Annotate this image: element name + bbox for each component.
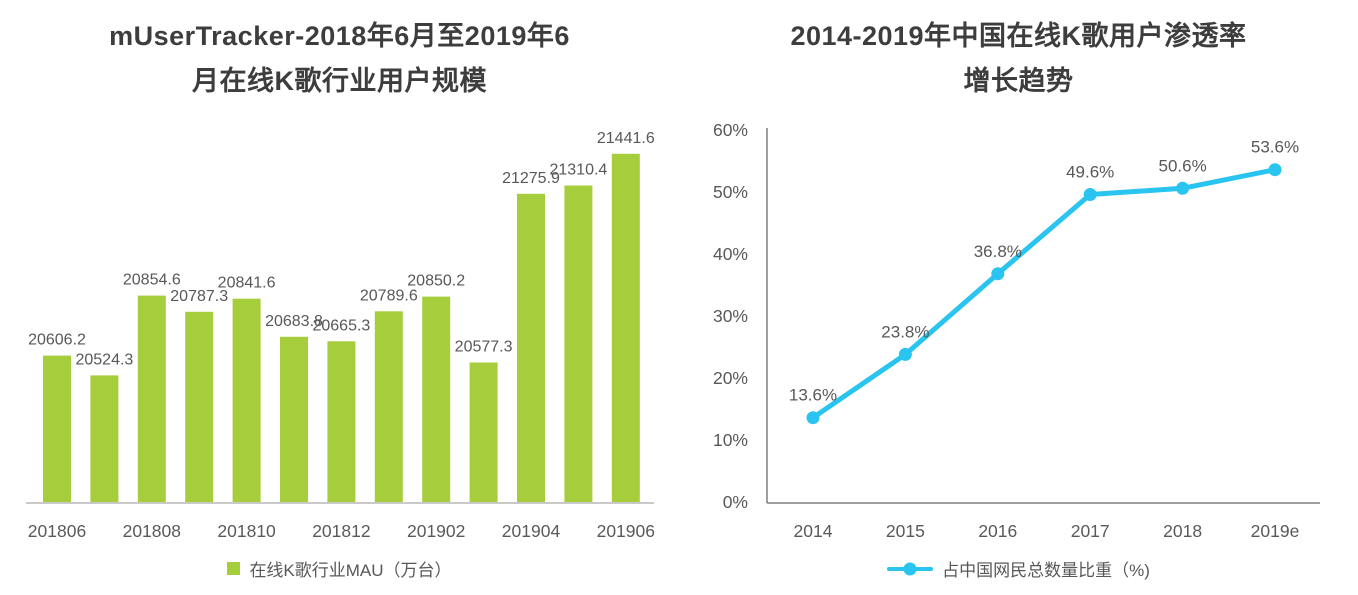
bar: [517, 193, 545, 503]
bar-x-tick-label: 201812: [312, 521, 370, 541]
line-y-tick-label: 30%: [713, 306, 748, 326]
bar-x-tick-label: 201810: [217, 521, 276, 541]
line-chart-title-line2: 增长趋势: [963, 66, 1074, 96]
line-y-tick-label: 10%: [713, 430, 748, 450]
data-point: [991, 267, 1005, 281]
point-value-label: 13.6%: [789, 386, 837, 405]
line-y-tick-label: 60%: [713, 120, 748, 140]
line-chart-legend-label: 占中国网民总数量比重（%): [942, 561, 1150, 580]
line-chart-legend: 占中国网民总数量比重（%): [679, 556, 1358, 581]
bar-value-label: 21441.6: [597, 130, 655, 147]
bar-x-tick-label: 201808: [123, 521, 181, 541]
bar: [374, 311, 403, 502]
bar-value-label: 20841.6: [218, 275, 276, 292]
bar-value-label: 20787.3: [170, 288, 228, 305]
line-chart-title: 2014-2019年中国在线K歌用户渗透率 增长趋势: [679, 14, 1358, 104]
bar: [43, 355, 71, 502]
bar-value-label: 21275.9: [502, 170, 560, 187]
bar: [469, 362, 498, 502]
bar: [611, 153, 640, 503]
bar-value-label: 20789.6: [360, 287, 418, 304]
bar-x-tick-label: 201904: [502, 521, 561, 541]
bar-chart-title-line1: mUserTracker-2018年6月至2019年6: [109, 21, 570, 51]
point-value-label: 36.8%: [974, 242, 1022, 261]
bar-value-label: 21310.4: [549, 162, 607, 179]
bar: [232, 298, 261, 502]
bar-chart-title: mUserTracker-2018年6月至2019年6 月在线K歌行业用户规模: [0, 14, 679, 104]
point-value-label: 53.6%: [1251, 138, 1299, 157]
bar-value-label: 20850.2: [407, 273, 465, 290]
line-y-tick-label: 40%: [713, 244, 748, 264]
line-x-tick-label: 2015: [886, 521, 925, 541]
line-x-tick-label: 2017: [1071, 521, 1110, 541]
bar-x-tick-label: 201902: [407, 521, 465, 541]
line-x-tick-label: 2016: [978, 521, 1017, 541]
bar-value-label: 20524.3: [75, 351, 133, 368]
point-value-label: 49.6%: [1066, 163, 1114, 182]
bar: [90, 375, 119, 502]
point-value-label: 50.6%: [1158, 156, 1206, 175]
trend-line: [810, 167, 1278, 421]
bar-value-label: 20665.3: [312, 317, 370, 334]
data-point: [1176, 181, 1190, 195]
data-point: [806, 411, 820, 425]
data-point: [1268, 163, 1282, 177]
bar: [327, 341, 356, 502]
bar: [137, 295, 166, 502]
data-point: [1083, 188, 1097, 201]
bar-chart-legend: 在线K歌行业MAU（万台）: [0, 556, 679, 581]
bar-x-tick-label: 201906: [597, 521, 655, 541]
legend-square-icon: [227, 562, 241, 575]
line-x-tick-label: 2018: [1163, 521, 1202, 541]
data-point: [898, 347, 912, 361]
bar-x-tick-label: 201806: [28, 521, 86, 541]
line-chart-title-line1: 2014-2019年中国在线K歌用户渗透率: [790, 21, 1247, 51]
bar: [564, 185, 593, 502]
bar-value-label: 20606.2: [28, 332, 86, 349]
bar-value-label: 20683.8: [265, 313, 323, 330]
line-y-tick-label: 50%: [713, 182, 748, 202]
legend-line-dot-icon: [887, 562, 934, 575]
bar-value-label: 20577.3: [455, 339, 513, 356]
line-x-tick-label: 2014: [794, 521, 833, 541]
bar-chart-legend-label: 在线K歌行业MAU（万台）: [249, 561, 452, 580]
bar-value-label: 20854.6: [123, 272, 181, 289]
bar: [280, 336, 308, 502]
point-value-label: 23.8%: [881, 322, 929, 341]
bar: [185, 311, 214, 502]
line-y-tick-label: 0%: [723, 492, 748, 512]
line-y-tick-label: 20%: [713, 368, 748, 388]
bar: [422, 296, 451, 502]
bar-chart-title-line2: 月在线K歌行业用户规模: [192, 66, 487, 96]
line-x-tick-label: 2019e: [1251, 521, 1300, 541]
